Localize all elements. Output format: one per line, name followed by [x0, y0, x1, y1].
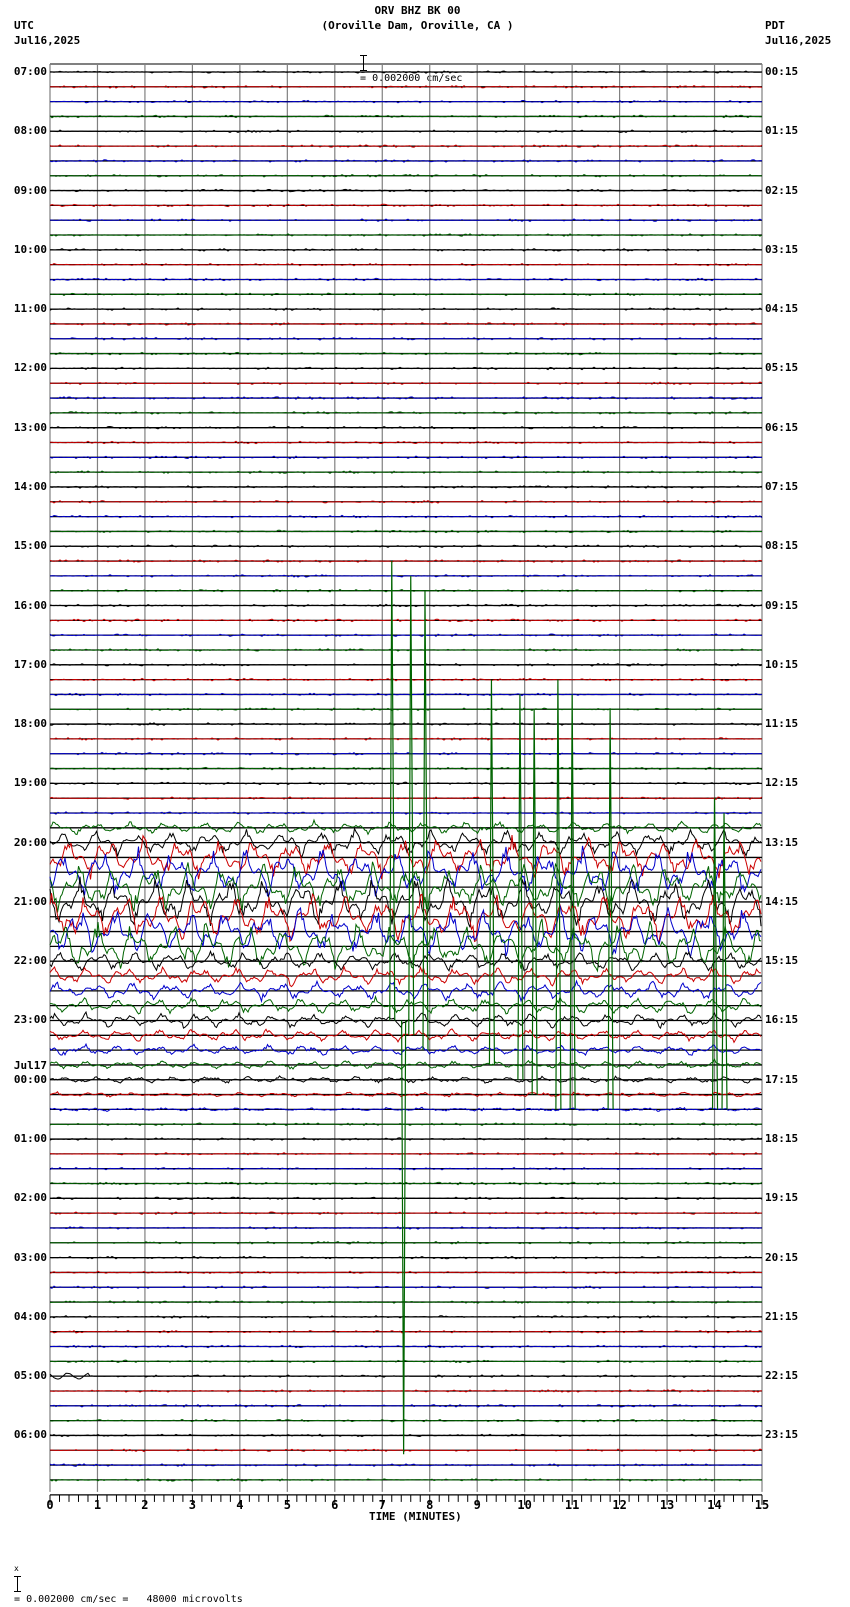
- pdt-label: 04:15: [765, 302, 799, 316]
- pdt-label: 15:15: [765, 954, 799, 968]
- utc-label: 14:00: [13, 479, 47, 493]
- utc-label: 13:00: [13, 420, 47, 434]
- footer-scale-note: x = 0.002000 cm/sec = 48000 microvolts: [2, 1546, 243, 1607]
- pdt-label: 00:15: [765, 65, 799, 78]
- grid-lines: [49, 63, 763, 1492]
- pdt-label: 19:15: [765, 1191, 799, 1205]
- pdt-label: 06:15: [765, 420, 799, 434]
- utc-label: 12:00: [13, 361, 47, 375]
- pdt-label: 01:15: [765, 124, 799, 138]
- right-timezone: PDT: [765, 19, 785, 32]
- station-title: ORV BHZ BK 00: [374, 4, 461, 17]
- date-label: Jul17: [13, 1058, 47, 1072]
- utc-label: 04:00: [13, 1309, 47, 1323]
- trace-baselines: [50, 71, 762, 1481]
- pdt-label: 10:15: [765, 657, 799, 671]
- pdt-label: 03:15: [765, 242, 799, 256]
- x-tick-label: 2: [141, 1498, 149, 1512]
- seismic-traces: [49, 70, 763, 1482]
- utc-label: 10:00: [13, 242, 47, 256]
- x-tick-label: 7: [378, 1498, 386, 1512]
- pdt-label: 07:15: [765, 479, 799, 493]
- utc-label: 20:00: [13, 835, 47, 849]
- pdt-label: 12:15: [765, 776, 799, 790]
- x-tick-label: 12: [612, 1498, 627, 1512]
- pdt-label: 21:15: [765, 1309, 799, 1323]
- utc-label: 23:00: [13, 1013, 47, 1027]
- x-tick-label: 5: [283, 1498, 291, 1512]
- utc-label: 17:00: [13, 657, 47, 671]
- left-timezone: UTC: [14, 19, 34, 32]
- x-tick-label: 9: [473, 1498, 481, 1512]
- utc-label: 06:00: [13, 1428, 47, 1442]
- x-tick-label: 4: [236, 1498, 244, 1512]
- footer-scale-text: = 0.002000 cm/sec = 48000 microvolts: [14, 1594, 243, 1605]
- x-tick-label: 15: [754, 1498, 770, 1512]
- utc-label: 18:00: [13, 717, 47, 731]
- x-tick-label: 11: [564, 1498, 580, 1512]
- x-tick-label: 3: [188, 1498, 197, 1512]
- x-axis-label: TIME (MINUTES): [369, 1510, 462, 1523]
- right-date: Jul16,2025: [765, 34, 832, 47]
- pdt-label: 14:15: [765, 894, 799, 908]
- pdt-label: 02:15: [765, 183, 799, 197]
- x-tick-label: 1: [93, 1498, 102, 1512]
- pdt-label: 17:15: [765, 1072, 799, 1086]
- utc-label: 09:00: [13, 183, 47, 197]
- pdt-label: 08:15: [765, 539, 799, 553]
- utc-label: 22:00: [13, 954, 47, 968]
- utc-label: 19:00: [13, 776, 47, 790]
- scale-legend: = 0.002000 cm/sec: [348, 40, 462, 86]
- utc-label: 07:00: [13, 65, 47, 78]
- utc-label: 03:00: [13, 1250, 47, 1264]
- pdt-label: 20:15: [765, 1250, 799, 1264]
- utc-label: 02:00: [13, 1191, 47, 1205]
- pdt-label: 11:15: [765, 717, 799, 731]
- utc-label: 16:00: [13, 598, 47, 612]
- left-date: Jul16,2025: [14, 34, 81, 47]
- x-tick-label: 8: [426, 1498, 434, 1512]
- x-tick-label: 14: [707, 1498, 722, 1512]
- utc-label: 00:00: [13, 1072, 47, 1086]
- utc-label: 11:00: [13, 302, 47, 316]
- utc-label: 15:00: [13, 539, 47, 553]
- pdt-label: 22:15: [765, 1369, 799, 1383]
- pdt-label: 09:15: [765, 598, 799, 612]
- footer-scale-bar-icon: [14, 1576, 22, 1592]
- pdt-label: 16:15: [765, 1013, 799, 1027]
- x-tick-label: 13: [659, 1498, 675, 1512]
- utc-label: 21:00: [13, 894, 47, 908]
- scale-bar-icon: [360, 55, 368, 71]
- pdt-label: 23:15: [765, 1428, 799, 1442]
- pdt-label: 18:15: [765, 1132, 799, 1146]
- scale-value: = 0.002000 cm/sec: [360, 73, 463, 84]
- utc-label: 08:00: [13, 124, 47, 138]
- pdt-label: 13:15: [765, 835, 799, 849]
- x-tick-label: 6: [331, 1498, 339, 1512]
- x-marker: x: [14, 1564, 19, 1573]
- utc-label: 01:00: [13, 1132, 47, 1146]
- x-tick-label: 0: [46, 1498, 54, 1512]
- x-tick-label: 10: [517, 1498, 532, 1512]
- station-location: (Oroville Dam, Oroville, CA ): [321, 19, 514, 32]
- pdt-label: 05:15: [765, 361, 799, 375]
- x-axis: [49, 1494, 763, 1505]
- utc-label: 05:00: [13, 1369, 47, 1383]
